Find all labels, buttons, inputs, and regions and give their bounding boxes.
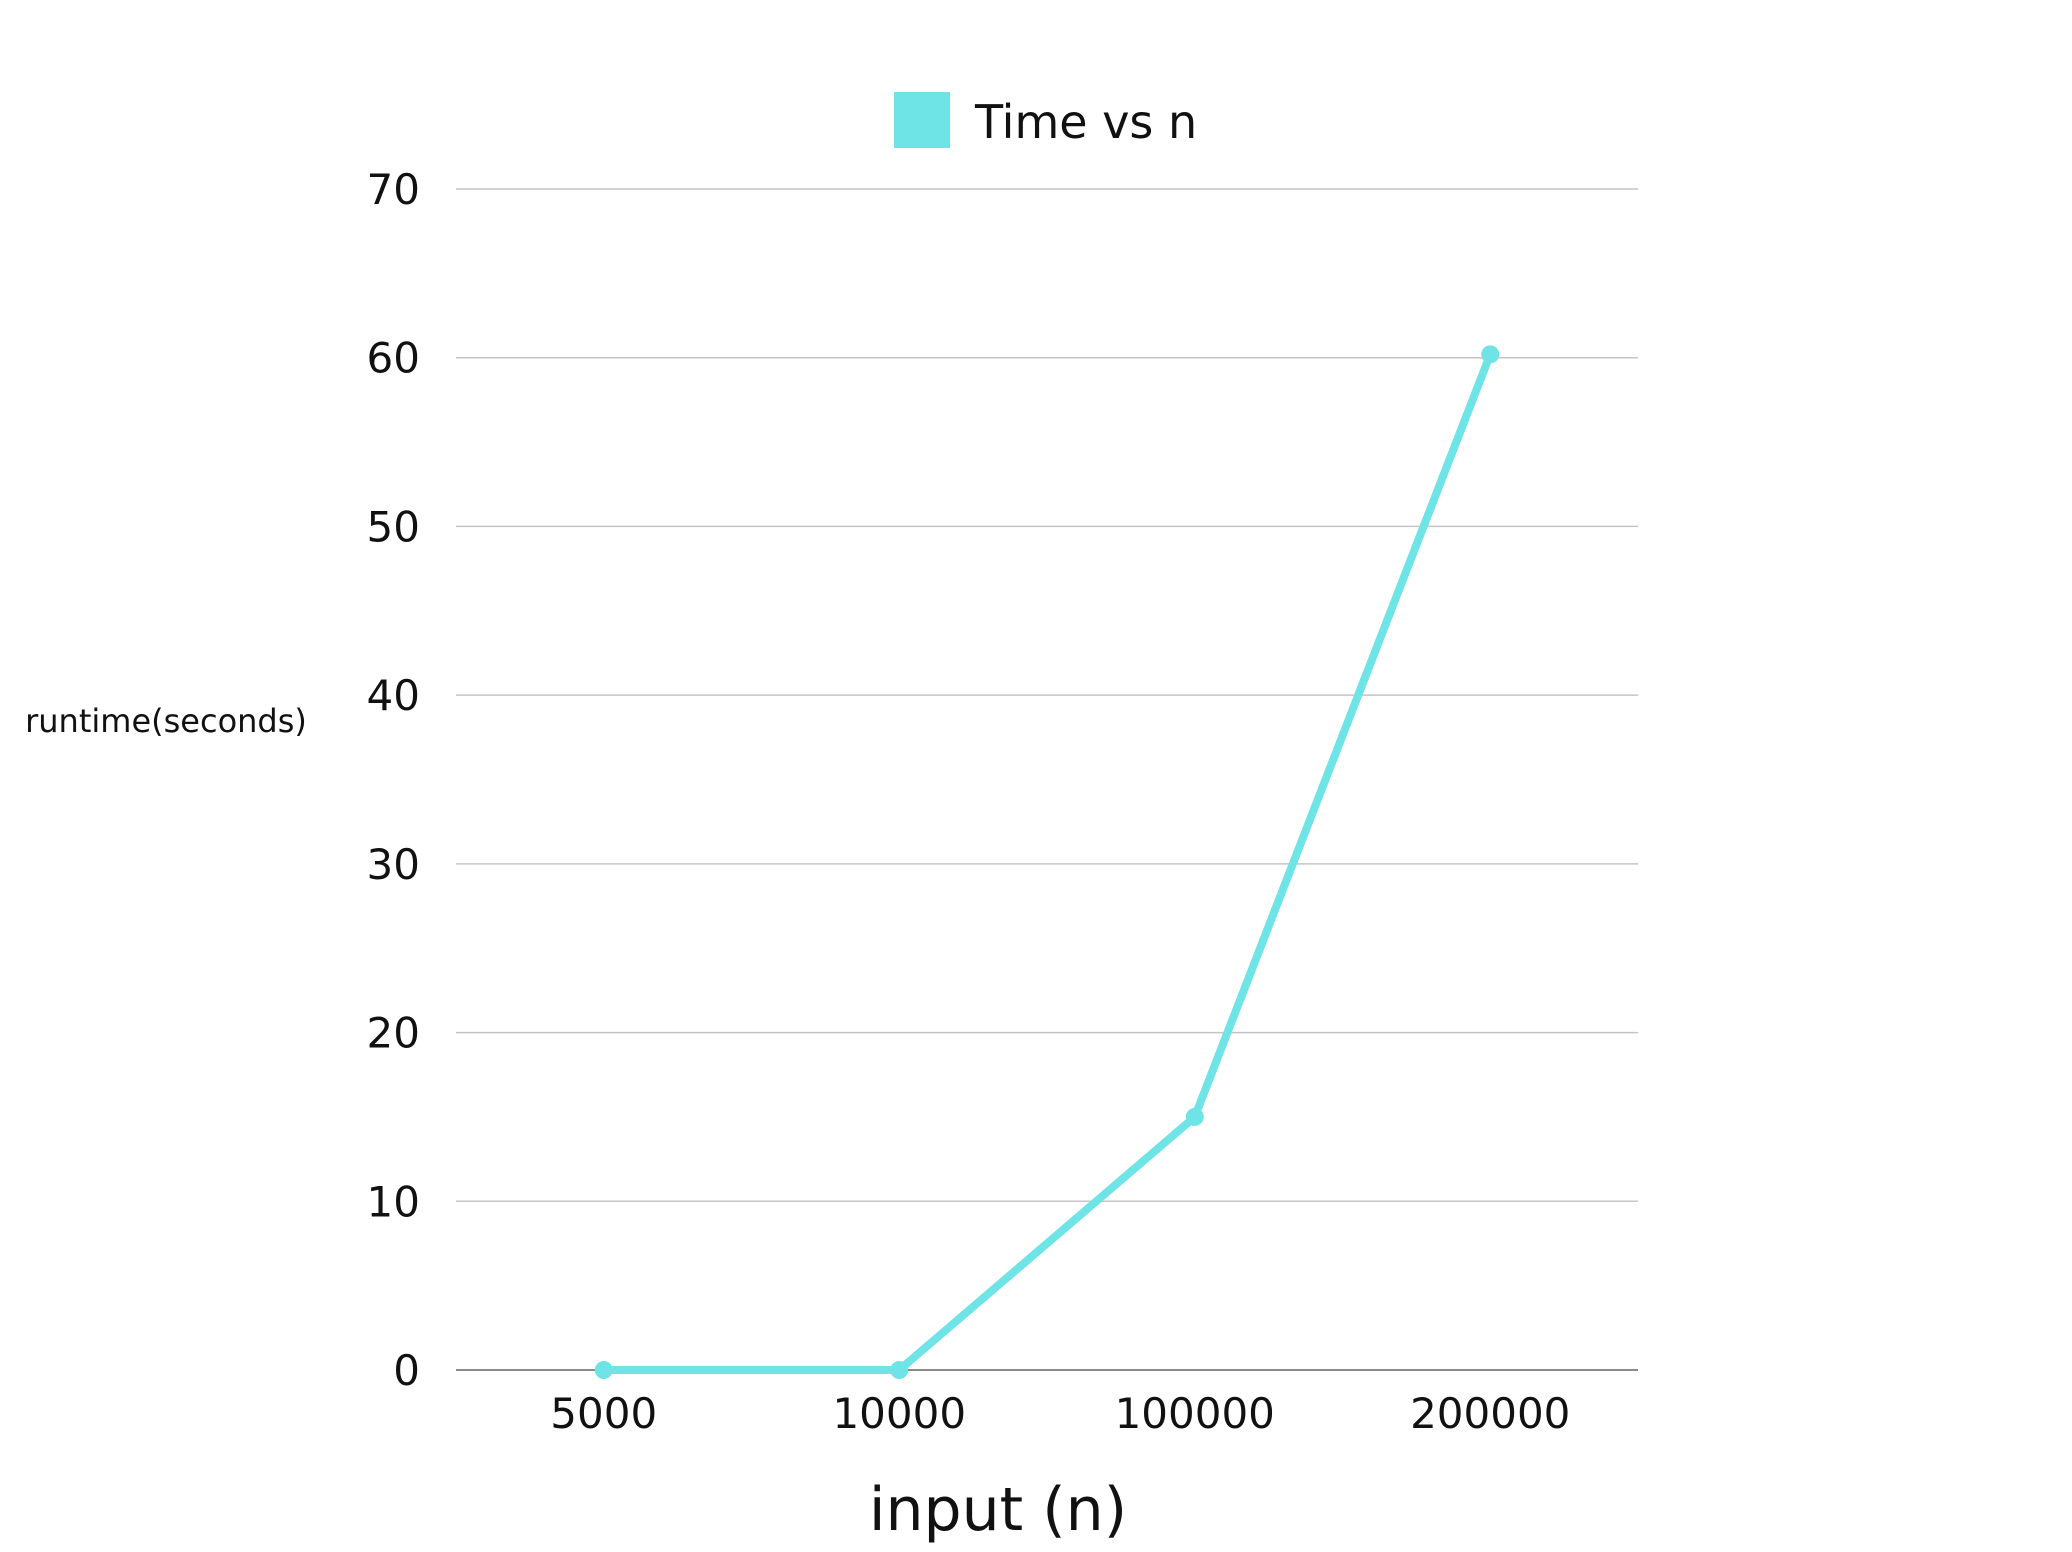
y-tick-labels: 0 10 20 30 40 50 60 70	[367, 165, 420, 1395]
legend: Time vs n	[894, 92, 1197, 149]
gridlines	[456, 188, 1638, 1371]
data-point-10000	[890, 1361, 909, 1379]
legend-label: Time vs n	[974, 95, 1197, 149]
y-tick-label-0: 0	[393, 1346, 420, 1395]
data-point-100000	[1185, 1107, 1204, 1126]
x-tick-label-5000: 5000	[550, 1389, 657, 1438]
x-tick-label-100000: 100000	[1115, 1389, 1275, 1438]
y-tick-label-20: 20	[367, 1009, 420, 1058]
y-tick-label-10: 10	[367, 1177, 420, 1226]
data-point-200000	[1481, 345, 1500, 364]
x-tick-labels: 5000 10000 100000 200000	[550, 1389, 1570, 1438]
y-tick-label-30: 30	[367, 840, 420, 889]
series-line-0	[599, 350, 1495, 1374]
y-tick-label-40: 40	[367, 671, 420, 720]
y-tick-label-70: 70	[367, 165, 420, 214]
legend-swatch	[894, 92, 950, 148]
series-layer	[594, 345, 1500, 1379]
x-tick-label-10000: 10000	[832, 1389, 966, 1438]
y-axis-title: runtime(seconds)	[25, 702, 307, 740]
x-tick-label-200000: 200000	[1410, 1389, 1570, 1438]
y-tick-label-50: 50	[367, 502, 420, 551]
data-point-5000	[594, 1361, 613, 1379]
x-axis-title: input (n)	[869, 1475, 1127, 1545]
y-tick-label-60: 60	[367, 334, 420, 383]
